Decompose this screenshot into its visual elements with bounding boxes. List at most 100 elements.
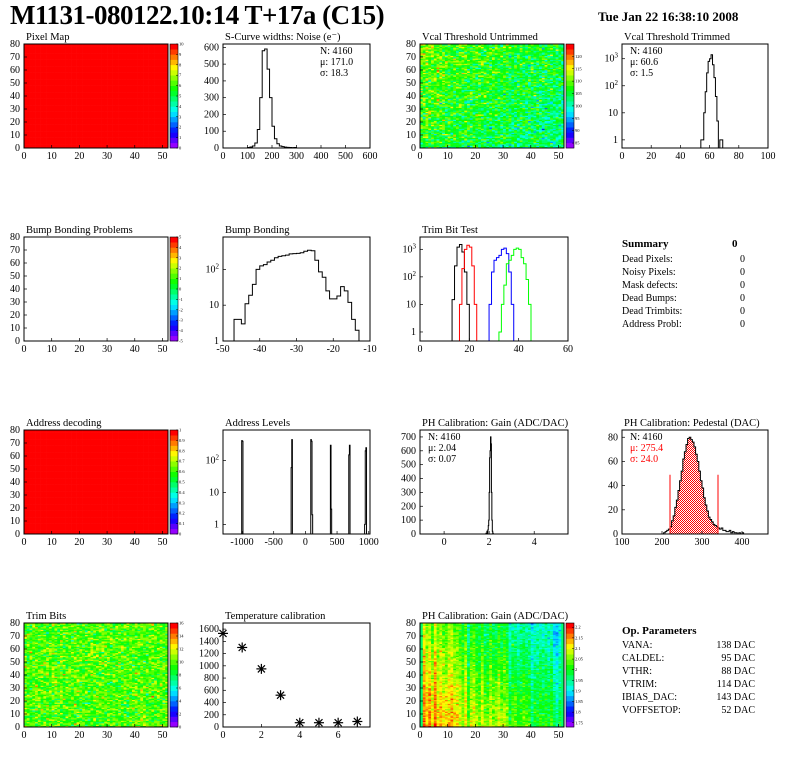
- heatmap-cell: [118, 112, 122, 115]
- heatmap-cell: [118, 99, 122, 102]
- heatmap-cell: [68, 145, 72, 147]
- heatmap-cell: [71, 112, 75, 115]
- heatmap-cell: [154, 50, 158, 53]
- x-tick-label: 400: [314, 151, 329, 162]
- heatmap-cell: [123, 94, 127, 97]
- heatmap-cell: [51, 86, 55, 89]
- heatmap-cell: [439, 107, 443, 110]
- heatmap-cell: [87, 92, 91, 94]
- heatmap-cell: [90, 97, 94, 99]
- heatmap-cell: [162, 73, 166, 76]
- heatmap-cell: [84, 106, 88, 108]
- heatmap-cell: [112, 55, 116, 58]
- heatmap-cell: [143, 81, 147, 84]
- heatmap-cell: [96, 118, 100, 120]
- heatmap-cell: [115, 59, 119, 62]
- heatmap-cell: [112, 77, 116, 80]
- heatmap-cell: [154, 98, 158, 101]
- heatmap-cell: [62, 103, 66, 106]
- heatmap-cell: [82, 99, 86, 102]
- heatmap-cell: [439, 102, 443, 105]
- heatmap-cell: [60, 119, 64, 121]
- heatmap-cell: [148, 60, 152, 63]
- heatmap-cell: [73, 146, 77, 148]
- heatmap-cell: [96, 53, 100, 55]
- heatmap-cell: [107, 68, 111, 71]
- heatmap-cell: [40, 116, 44, 119]
- heatmap-cell: [425, 142, 429, 145]
- heatmap-cell: [148, 71, 152, 73]
- heatmap-cell: [87, 103, 91, 106]
- heatmap-cell: [154, 146, 158, 148]
- heatmap-cell: [48, 45, 52, 47]
- heatmap-cell: [65, 81, 69, 84]
- heatmap-cell: [159, 135, 163, 137]
- heatmap-cell: [29, 135, 33, 137]
- heatmap-cell: [98, 112, 102, 115]
- heatmap-cell: [143, 83, 147, 85]
- heatmap-cell: [68, 127, 72, 129]
- heatmap-cell: [134, 76, 138, 79]
- heatmap-cell: [101, 89, 105, 92]
- heatmap-cell: [442, 55, 446, 58]
- heatmap-cell: [159, 144, 163, 146]
- heatmap-cell: [436, 120, 440, 123]
- heatmap-cell: [76, 93, 80, 95]
- heatmap-cell: [104, 110, 108, 112]
- heatmap-cell: [439, 44, 443, 46]
- heatmap-cell: [159, 45, 163, 47]
- heatmap-cell: [425, 83, 429, 85]
- heatmap-cell: [112, 114, 116, 116]
- heatmap-cell: [46, 142, 50, 145]
- heatmap-cell: [48, 60, 52, 63]
- heatmap-cell: [143, 105, 147, 107]
- heatmap-cell: [154, 103, 158, 106]
- heatmap-cell: [109, 44, 113, 46]
- heatmap-cell: [62, 55, 66, 58]
- heatmap-cell: [73, 79, 77, 81]
- heatmap-cell: [87, 135, 91, 137]
- heatmap-cell: [104, 127, 108, 129]
- heatmap-cell: [60, 71, 64, 73]
- heatmap-cell: [24, 86, 28, 89]
- heatmap-cell: [68, 46, 72, 49]
- heatmap-cell: [134, 49, 138, 51]
- heatmap-cell: [129, 46, 133, 49]
- heatmap-cell: [93, 59, 97, 62]
- heatmap-cell: [51, 66, 55, 68]
- heatmap-cell: [73, 86, 77, 89]
- heatmap-cell: [82, 46, 86, 49]
- heatmap-cell: [87, 54, 91, 56]
- heatmap-cell: [90, 131, 94, 133]
- heatmap-cell: [37, 144, 41, 146]
- heatmap-cell: [93, 138, 97, 141]
- heatmap-cell: [43, 109, 47, 111]
- heatmap-cell: [112, 120, 116, 123]
- heatmap-cell: [145, 128, 149, 131]
- heatmap-cell: [107, 114, 111, 116]
- heatmap-cell: [120, 70, 124, 72]
- heatmap-cell: [51, 83, 55, 85]
- heatmap-cell: [436, 64, 440, 67]
- heatmap-cell: [148, 123, 152, 125]
- heatmap-cell: [98, 68, 102, 71]
- heatmap-cell: [73, 97, 77, 99]
- heatmap-cell: [65, 125, 69, 128]
- heatmap-cell: [57, 120, 61, 123]
- heatmap-cell: [442, 101, 446, 103]
- heatmap-cell: [442, 137, 446, 140]
- heatmap-cell: [29, 145, 33, 147]
- heatmap-cell: [90, 120, 94, 123]
- heatmap-cell: [104, 132, 108, 134]
- heatmap-cell: [120, 125, 124, 128]
- heatmap-cell: [137, 72, 141, 75]
- heatmap-cell: [48, 54, 52, 56]
- heatmap-cell: [154, 76, 158, 79]
- heatmap-cell: [132, 129, 136, 132]
- heatmap-cell: [62, 138, 66, 141]
- heatmap-cell: [436, 125, 440, 128]
- heatmap-cell: [165, 80, 168, 82]
- heatmap-cell: [159, 60, 163, 63]
- heatmap-cell: [101, 80, 105, 82]
- heatmap-cell: [26, 127, 30, 129]
